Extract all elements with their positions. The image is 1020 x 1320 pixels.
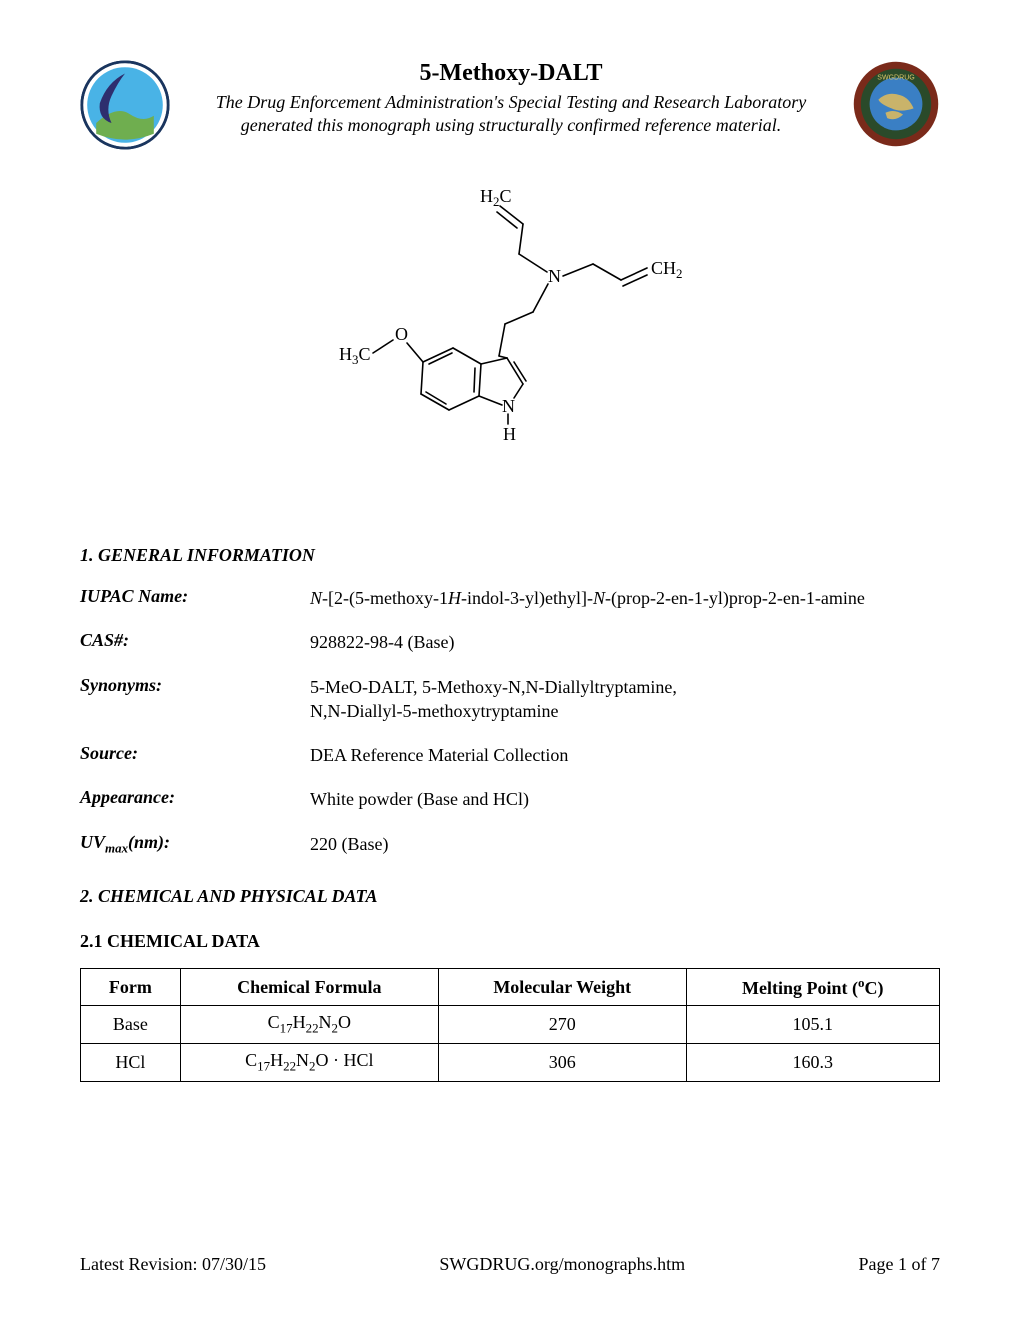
- label-uvmax: UVmax(nm):: [80, 832, 310, 857]
- value-source: DEA Reference Material Collection: [310, 743, 940, 767]
- section-1-heading: 1. GENERAL INFORMATION: [80, 545, 940, 566]
- table-header-row: Form Chemical Formula Molecular Weight M…: [81, 969, 940, 1006]
- struct-h-bottom: H: [503, 424, 516, 444]
- value-appearance: White powder (Base and HCl): [310, 787, 940, 811]
- footer-page-number: Page 1 of 7: [859, 1254, 940, 1275]
- col-form: Form: [81, 969, 181, 1006]
- label-appearance: Appearance:: [80, 787, 310, 811]
- struct-h3c-left: H3C: [339, 344, 371, 367]
- row-appearance: Appearance: White powder (Base and HCl): [80, 787, 940, 811]
- swgdrug-logo: SWGDRUG: [852, 60, 940, 148]
- row-cas: CAS#: 928822-98-4 (Base): [80, 630, 940, 654]
- label-cas: CAS#:: [80, 630, 310, 654]
- page: 5-Methoxy-DALT The Drug Enforcement Admi…: [0, 0, 1020, 1320]
- struct-n-bottom: N: [502, 396, 515, 416]
- row-synonyms: Synonyms: 5-MeO-DALT, 5-Methoxy-N,N-Dial…: [80, 675, 940, 724]
- struct-ch2-right: CH2: [651, 258, 683, 281]
- row-uvmax: UVmax(nm): 220 (Base): [80, 832, 940, 857]
- row-iupac: IUPAC Name: N-[2-(5-methoxy-1H-indol-3-y…: [80, 586, 940, 610]
- struct-h2c-top: H2C: [480, 186, 512, 209]
- cell-form: HCl: [81, 1043, 181, 1081]
- value-synonyms: 5-MeO-DALT, 5-Methoxy-N,N-Diallyltryptam…: [310, 675, 940, 724]
- page-footer: Latest Revision: 07/30/15 SWGDRUG.org/mo…: [80, 1254, 940, 1275]
- section-21-heading: 2.1 CHEMICAL DATA: [80, 931, 940, 952]
- row-source: Source: DEA Reference Material Collectio…: [80, 743, 940, 767]
- table-row: Base C17H22N2O 270 105.1: [81, 1006, 940, 1044]
- struct-o-left: O: [395, 324, 408, 344]
- label-iupac: IUPAC Name:: [80, 586, 310, 610]
- cell-form: Base: [81, 1006, 181, 1044]
- dea-logo: [80, 60, 170, 150]
- cell-formula: C17H22N2O: [180, 1006, 438, 1044]
- svg-text:SWGDRUG: SWGDRUG: [877, 74, 915, 81]
- col-mw: Molecular Weight: [438, 969, 686, 1006]
- col-mp: Melting Point (oC): [686, 969, 939, 1006]
- label-source: Source:: [80, 743, 310, 767]
- cell-mp: 105.1: [686, 1006, 939, 1044]
- section-2-heading: 2. CHEMICAL AND PHYSICAL DATA: [80, 886, 940, 907]
- header-center: 5-Methoxy-DALT The Drug Enforcement Admi…: [170, 60, 852, 138]
- cell-mw: 270: [438, 1006, 686, 1044]
- chemical-data-table: Form Chemical Formula Molecular Weight M…: [80, 968, 940, 1081]
- footer-revision: Latest Revision: 07/30/15: [80, 1254, 266, 1275]
- page-subtitle: The Drug Enforcement Administration's Sp…: [170, 91, 852, 138]
- cell-mp: 160.3: [686, 1043, 939, 1081]
- page-title: 5-Methoxy-DALT: [170, 60, 852, 87]
- footer-url: SWGDRUG.org/monographs.htm: [266, 1254, 859, 1275]
- struct-n-center: N: [548, 266, 561, 286]
- cell-mw: 306: [438, 1043, 686, 1081]
- label-synonyms: Synonyms:: [80, 675, 310, 724]
- table-row: HCl C17H22N2O · HCl 306 160.3: [81, 1043, 940, 1081]
- header: 5-Methoxy-DALT The Drug Enforcement Admi…: [80, 60, 940, 150]
- value-uvmax: 220 (Base): [310, 832, 940, 857]
- cell-formula: C17H22N2O · HCl: [180, 1043, 438, 1081]
- value-iupac: N-[2-(5-methoxy-1H-indol-3-yl)ethyl]-N-(…: [310, 586, 940, 610]
- value-cas: 928822-98-4 (Base): [310, 630, 940, 654]
- col-formula: Chemical Formula: [180, 969, 438, 1006]
- chemical-structure: H2C N CH2 H3C O N H: [80, 180, 940, 495]
